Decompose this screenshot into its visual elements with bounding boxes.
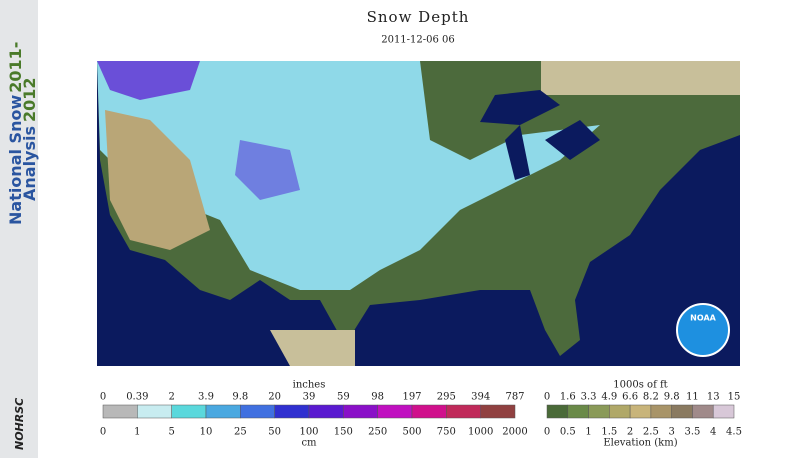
deep-snow [235, 140, 300, 200]
legend-top-label: 8.2 [643, 392, 659, 403]
legend-top-label: 98 [371, 392, 384, 403]
legend-bottom-label: 250 [368, 427, 387, 438]
legend-bottom-label: 0.5 [560, 427, 576, 438]
legend-top-label: 3.3 [581, 392, 597, 403]
legend-top-unit: 1000s of ft [613, 380, 667, 391]
legend-bottom-label: 1.5 [601, 427, 617, 438]
legend-bottom-unit: Elevation (km) [603, 438, 677, 449]
legend-swatch [240, 404, 275, 419]
banner-year: 2012 [20, 77, 39, 122]
legend-swatch [671, 404, 693, 419]
legend-top-label: 1.6 [560, 392, 576, 403]
legend-bottom-label: 750 [437, 427, 456, 438]
legend-top-label: 197 [402, 392, 421, 403]
legend-bottom-label: 1 [134, 427, 140, 438]
legend-bottom-label: 4 [710, 427, 716, 438]
legend-bottom-label: 10 [200, 427, 213, 438]
legend-top-label: 13 [707, 392, 720, 403]
snow-cover [97, 61, 600, 290]
legend-swatch [480, 404, 516, 419]
legend-swatch [377, 404, 413, 419]
legend-top-label: 59 [337, 392, 350, 403]
banner-line-1: National Snow 2011- [6, 42, 25, 225]
legend-swatch [171, 404, 207, 419]
title: Snow Depth [367, 8, 470, 26]
banner-line-2: Analysis 2012 [20, 77, 39, 201]
legend-top-label: 3.9 [198, 392, 214, 403]
legend-bottom-label: 4.5 [726, 427, 742, 438]
legend-top-label: 4.9 [601, 392, 617, 403]
banner-year: 2011- [6, 42, 25, 93]
subtitle: 2011-12-06 06 [381, 35, 455, 46]
canada-mask [541, 61, 740, 95]
legend-top-label: 6.6 [622, 392, 638, 403]
legend-top-label: 394 [471, 392, 490, 403]
legend-swatch [446, 404, 481, 419]
legend-swatch [308, 404, 344, 419]
lake [480, 90, 560, 125]
legend-bottom-label: 1 [585, 427, 591, 438]
lake [545, 120, 600, 160]
map: NOAA [97, 61, 740, 366]
legend-bottom-label: 0 [100, 427, 106, 438]
legend-bottom-label: 100 [299, 427, 318, 438]
legend-bottom-label: 1000 [468, 427, 493, 438]
legend-bottom-unit: cm [301, 438, 317, 449]
legend-swatch [588, 404, 610, 419]
legend-top-label: 9.8 [232, 392, 248, 403]
legend-top-label: 295 [437, 392, 456, 403]
legend-bottom-label: 150 [334, 427, 353, 438]
deep-snow [97, 61, 200, 100]
legend-swatch [546, 404, 569, 419]
legend-swatch [205, 404, 241, 419]
noaa-logo [676, 303, 730, 357]
legend-swatch [411, 404, 447, 419]
mexico-mask [270, 330, 355, 366]
legend-swatch [692, 404, 714, 419]
legend-top-label: 0.39 [126, 392, 148, 403]
legend-top-label: 11 [686, 392, 699, 403]
legend-bottom-label: 2.5 [643, 427, 659, 438]
legend-bottom-label: 25 [234, 427, 247, 438]
legend-bottom-label: 50 [268, 427, 281, 438]
legend-swatch [629, 404, 652, 419]
legend-swatch [567, 404, 589, 419]
legend-bottom-label: 500 [402, 427, 421, 438]
banner-text: National Snow [6, 95, 25, 225]
legend-swatch [712, 404, 735, 419]
legend-bottom-label: 5 [168, 427, 174, 438]
legend-swatch [274, 404, 310, 419]
legend-bottom-label: 3 [668, 427, 674, 438]
legend-bottom-label: 2 [627, 427, 633, 438]
legend-swatch [137, 404, 172, 419]
legend-top-label: 0 [544, 392, 550, 403]
legend-top-label: 0 [100, 392, 106, 403]
legend-top-label: 2 [168, 392, 174, 403]
legend-bottom-label: 2000 [502, 427, 527, 438]
legend-swatch [102, 404, 138, 419]
terrain [105, 110, 210, 250]
legend-swatch [343, 404, 378, 419]
legend-top-label: 787 [505, 392, 524, 403]
side-banner [0, 0, 38, 458]
legend-top-label: 15 [728, 392, 741, 403]
legend-swatch [650, 404, 672, 419]
nohrsc-logo: NOHRSC [13, 398, 26, 450]
legend-top-label: 9.8 [664, 392, 680, 403]
legend-top-label: 20 [268, 392, 281, 403]
noaa-logo-text: NOAA [690, 314, 716, 323]
banner-text: Analysis [20, 126, 39, 201]
legend-bottom-label: 3.5 [684, 427, 700, 438]
lake [505, 125, 530, 180]
legend-top-unit: inches [293, 380, 326, 391]
legend-top-label: 39 [303, 392, 316, 403]
legend-swatch [609, 404, 631, 419]
legend-bottom-label: 0 [544, 427, 550, 438]
